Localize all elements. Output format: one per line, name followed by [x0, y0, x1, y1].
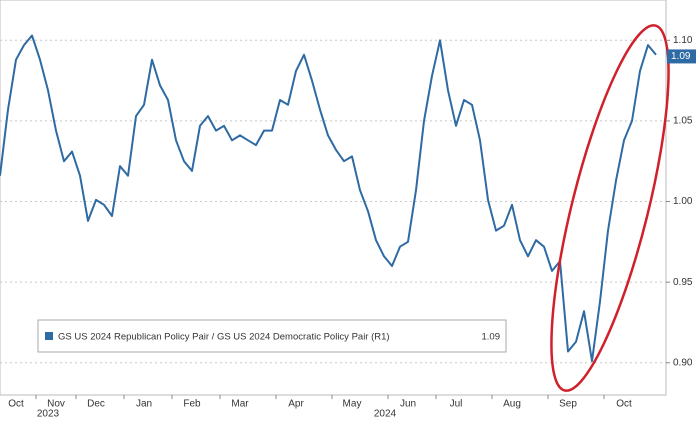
- last-value-label: 1.09: [671, 51, 691, 62]
- legend-swatch: [45, 332, 53, 340]
- y-tick-label: 1.10: [673, 35, 693, 46]
- x-tick-label: Nov: [47, 399, 65, 410]
- x-tick-label: Sep: [559, 399, 577, 410]
- y-tick-label: 0.95: [673, 277, 693, 288]
- x-tick-label: Aug: [503, 399, 521, 410]
- highlight-ellipse: [550, 24, 670, 392]
- legend-label: GS US 2024 Republican Policy Pair / GS U…: [58, 332, 390, 343]
- x-tick-label: May: [343, 399, 362, 410]
- x-tick-label: Jun: [400, 399, 416, 410]
- year-label: 2023: [37, 409, 60, 420]
- y-tick-label: 1.05: [673, 116, 693, 127]
- year-label: 2024: [374, 409, 397, 420]
- x-tick-label: Oct: [616, 399, 632, 410]
- x-tick-label: Oct: [8, 399, 24, 410]
- y-tick-label: 0.90: [673, 357, 693, 368]
- x-tick-label: Mar: [231, 399, 249, 410]
- last-value-tag: [667, 49, 696, 64]
- x-tick-label: Apr: [288, 399, 304, 410]
- x-tick-label: Jan: [136, 399, 152, 410]
- series-line: [0, 34, 657, 363]
- legend: [37, 319, 507, 353]
- y-tick-label: 1.00: [673, 196, 693, 207]
- x-tick-label: Dec: [87, 399, 105, 410]
- legend-value: 1.09: [482, 332, 501, 343]
- x-tick-label: Jul: [450, 399, 463, 410]
- x-tick-label: Feb: [183, 399, 201, 410]
